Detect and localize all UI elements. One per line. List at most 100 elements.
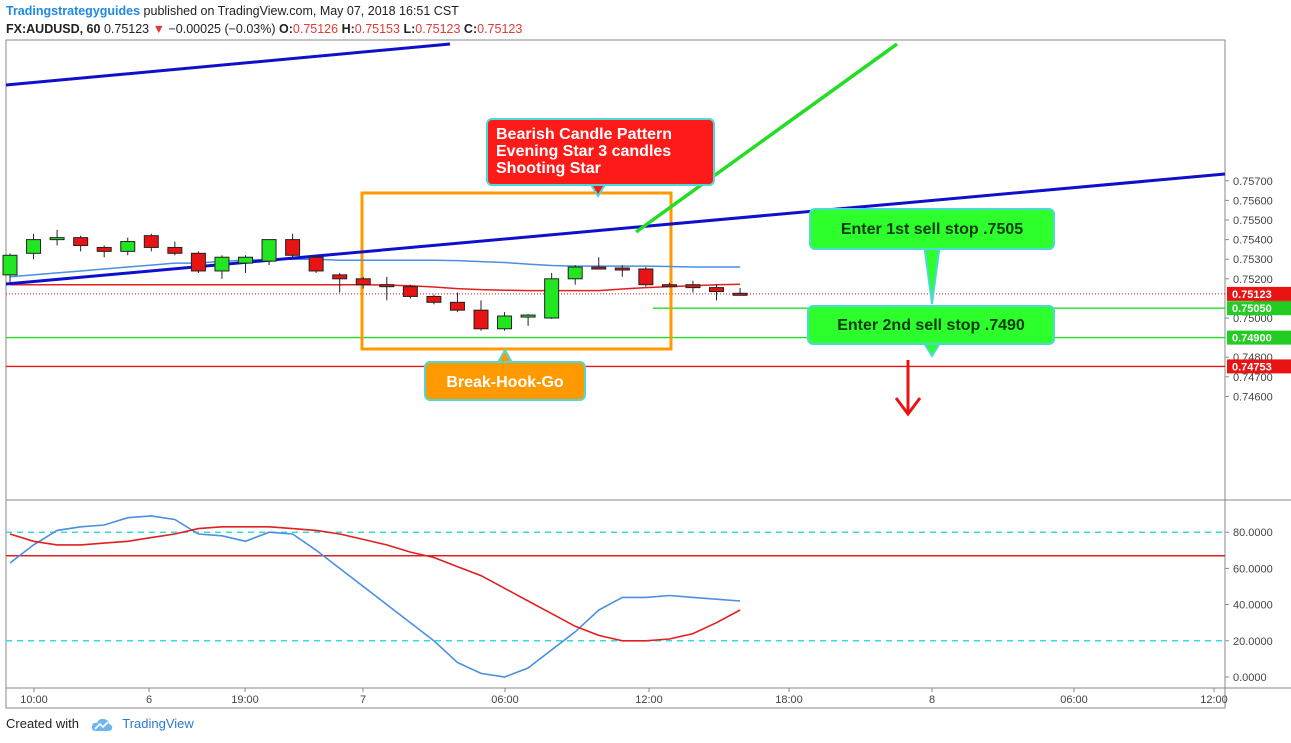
candle-body (332, 274, 348, 280)
high-label: H: (341, 22, 355, 36)
price-tag (1227, 330, 1291, 345)
break-hook-go-box (360, 191, 673, 351)
break-hook-go-label: Break-Hook-Go (446, 374, 564, 391)
y-tick-label: 0.75200 (1233, 274, 1273, 286)
candle-body (238, 256, 253, 264)
candle-body (120, 241, 136, 252)
chart-header: Tradingstrategyguides published on Tradi… (0, 0, 1291, 40)
high-value: 0.75153 (354, 22, 400, 36)
last-price: 0.75123 (103, 22, 150, 36)
y-tick-label: 0.74600 (1233, 391, 1273, 403)
candle-body (709, 287, 724, 293)
candle-body (426, 295, 442, 303)
sell-stop-2-callout: Enter 2nd sell stop .7490 (807, 305, 1055, 358)
candle-body (661, 284, 677, 288)
author-link[interactable]: Tradingstrategyguides (6, 4, 141, 18)
change-arrow-icon: ▼ (152, 22, 165, 36)
sell-stop-2-label: Enter 2nd sell stop .7490 (837, 317, 1025, 334)
x-tick-label: 06:00 (491, 694, 519, 706)
osc-tick-label: 0.0000 (1233, 672, 1267, 684)
candle-body (190, 252, 206, 272)
candle-body (96, 246, 112, 252)
price-tag-label: 0.74900 (1232, 333, 1272, 345)
candle-body (544, 278, 560, 319)
candle-body (614, 267, 630, 271)
y-tick-label: 0.75500 (1233, 215, 1273, 227)
x-tick-label: 10:00 (20, 694, 48, 706)
candle-body (567, 266, 583, 280)
candle-body (402, 286, 418, 297)
publish-info: Tradingstrategyguides published on Tradi… (6, 4, 459, 18)
y-tick-label: 0.75400 (1233, 235, 1273, 247)
x-tick-label: 8 (929, 694, 935, 706)
osc-tick-label: 80.0000 (1233, 527, 1273, 539)
candle-body (449, 301, 465, 311)
upper-trendline (5, 42, 451, 87)
price-tag-label: 0.75123 (1232, 289, 1272, 301)
candle-body (685, 284, 701, 289)
green-trendline (634, 42, 899, 234)
break-hook-go-callout: Break-Hook-Go (424, 347, 586, 401)
osc-tick-label: 20.0000 (1233, 636, 1273, 648)
price-tag-label: 0.74753 (1232, 361, 1272, 373)
candle-body (49, 237, 65, 241)
x-tick-label: 12:00 (1200, 694, 1228, 706)
candle-body (143, 235, 159, 248)
x-tick-label: 19:00 (231, 694, 259, 706)
created-with-text: Created with (6, 716, 79, 731)
y-tick-label: 0.75300 (1233, 254, 1273, 266)
price-tag (1227, 286, 1291, 301)
tradingview-cloud-icon (91, 718, 112, 731)
low-value: 0.75123 (415, 22, 461, 36)
bearish-callout-box (486, 118, 715, 186)
price-tag-label: 0.75050 (1232, 303, 1272, 315)
price-tag (1227, 359, 1291, 374)
lower-trendline (5, 172, 1226, 286)
y-tick-label: 0.75000 (1233, 313, 1273, 325)
candle-body (214, 256, 230, 272)
x-tick-label: 12:00 (635, 694, 663, 706)
sell-stop-1-label: Enter 1st sell stop .7505 (841, 221, 1023, 238)
y-tick-label: 0.75700 (1233, 176, 1273, 188)
candle-body (497, 315, 513, 330)
candle-body (732, 292, 748, 296)
candle-body (26, 239, 42, 254)
candle-body (73, 237, 89, 246)
moving-average-red-line (10, 283, 741, 292)
candle-body (261, 239, 277, 262)
sell-stop-1-callout-box (809, 208, 1055, 250)
symbol-info: FX:AUDUSD, 60 0.75123 ▼ −0.00025 (−0.03%… (6, 22, 522, 36)
price-change: −0.00025 (−0.03%) (168, 22, 276, 36)
symbol-label: FX:AUDUSD, 60 (6, 22, 101, 36)
moving-average-blue-line (9, 258, 741, 278)
plot-border (5, 39, 1226, 709)
osc-fast-line (9, 515, 741, 678)
tradingview-link[interactable]: TradingView (122, 716, 194, 731)
close-value: 0.75123 (477, 22, 523, 36)
break-hook-go-callout-box (424, 361, 586, 401)
low-label: L: (403, 22, 416, 36)
candle-body (308, 256, 324, 272)
x-tick-label: 7 (360, 694, 366, 706)
osc-tick-label: 60.0000 (1233, 563, 1273, 575)
y-tick-label: 0.74700 (1233, 372, 1273, 384)
open-label: O: (279, 22, 293, 36)
bearish-callout-line: Shooting Star (496, 160, 601, 177)
candle-body (2, 254, 18, 276)
candle-body (473, 309, 489, 330)
price-tag (1227, 301, 1291, 316)
candle-body (285, 239, 301, 256)
x-tick-label: 06:00 (1060, 694, 1088, 706)
candle-body (638, 268, 654, 286)
open-value: 0.75126 (292, 22, 339, 36)
sell-stop-1-callout: Enter 1st sell stop .7505 (809, 208, 1055, 305)
candle-body (379, 284, 395, 288)
down-arrow-head-icon (894, 397, 922, 417)
published-text: published on TradingView.com, May 07, 20… (143, 4, 459, 18)
close-label: C: (463, 22, 478, 36)
x-tick-label: 6 (146, 694, 152, 706)
candle-body (591, 266, 607, 270)
osc-tick-label: 40.0000 (1233, 600, 1273, 612)
